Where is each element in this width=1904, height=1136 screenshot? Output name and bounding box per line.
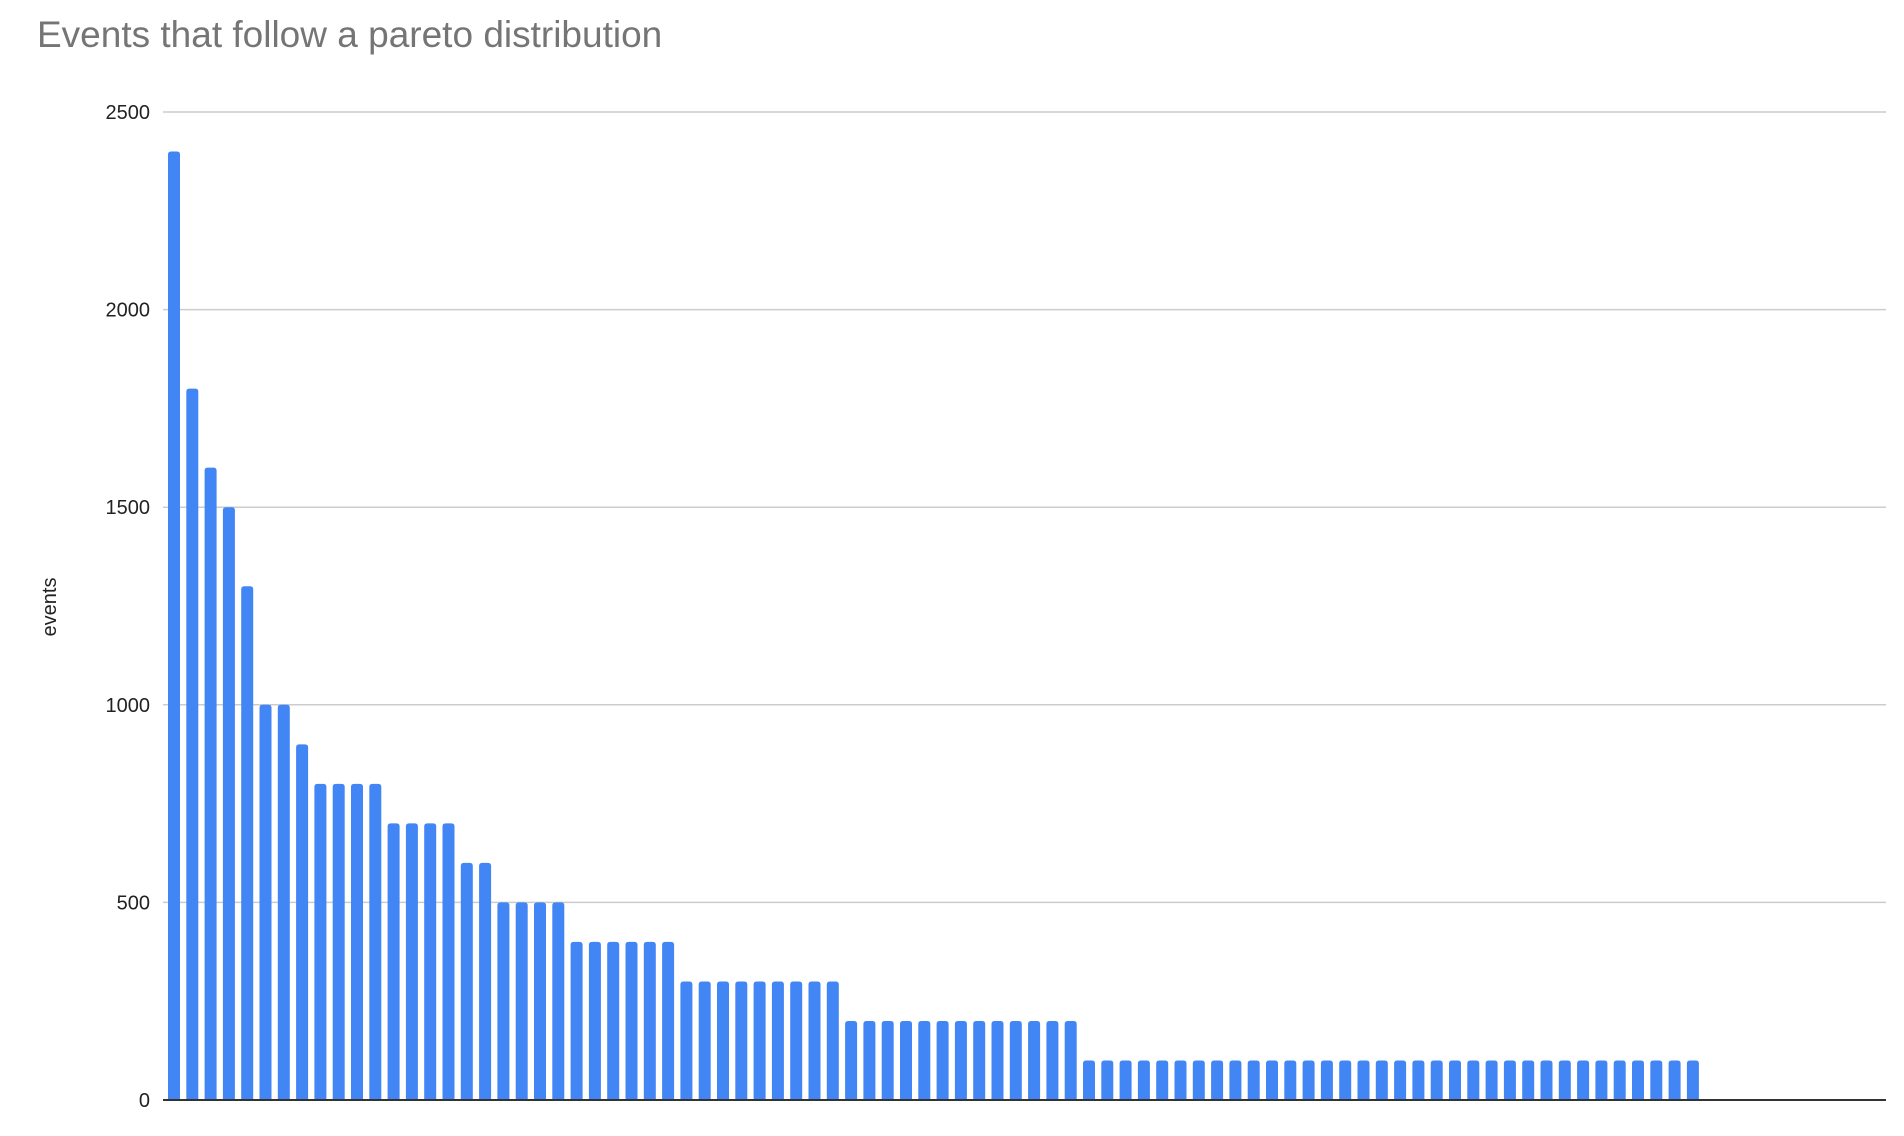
bar — [277, 704, 290, 1100]
bar — [607, 941, 620, 1100]
bars — [168, 151, 1699, 1100]
bar — [1485, 1060, 1498, 1100]
bar — [296, 744, 309, 1100]
bar — [717, 981, 729, 1100]
bar — [204, 467, 217, 1100]
bar — [1320, 1060, 1333, 1100]
bar — [1083, 1060, 1095, 1100]
bar — [1028, 1020, 1041, 1100]
y-axis-label: events — [39, 578, 61, 637]
bar — [1302, 1060, 1315, 1100]
bar — [1375, 1060, 1388, 1100]
bar — [222, 507, 235, 1100]
bar — [1357, 1060, 1370, 1100]
bar — [1430, 1060, 1443, 1100]
bar — [1009, 1020, 1022, 1100]
bar — [479, 862, 492, 1100]
bar — [1668, 1060, 1681, 1100]
bar — [1595, 1060, 1608, 1100]
bar — [552, 902, 565, 1100]
bar — [332, 783, 345, 1100]
bar — [1467, 1060, 1480, 1100]
bar — [1449, 1060, 1461, 1100]
bar — [1339, 1060, 1352, 1100]
bar — [625, 941, 638, 1100]
bar — [753, 981, 766, 1100]
bar — [881, 1020, 894, 1100]
bar — [643, 941, 656, 1100]
bar — [588, 941, 601, 1100]
bar — [936, 1020, 949, 1100]
bar — [1503, 1060, 1516, 1100]
bar — [351, 783, 363, 1100]
bar — [1229, 1060, 1242, 1100]
bar — [1650, 1060, 1663, 1100]
bar — [442, 823, 455, 1100]
bar — [1064, 1020, 1077, 1100]
bar — [1522, 1060, 1535, 1100]
bar — [1540, 1060, 1553, 1100]
bar — [259, 704, 272, 1100]
gridlines — [163, 111, 1886, 904]
y-tick-label: 2500 — [106, 102, 151, 124]
bar — [1412, 1060, 1425, 1100]
bar — [918, 1020, 931, 1100]
bar — [314, 783, 327, 1100]
bar — [1577, 1060, 1590, 1100]
bar — [424, 823, 437, 1100]
y-tick-label: 0 — [139, 1090, 150, 1112]
bar — [954, 1020, 967, 1100]
bar — [1101, 1060, 1114, 1100]
y-tick-labels: 0 500 1000 1500 2000 2500 — [106, 102, 151, 1112]
bar — [1686, 1060, 1699, 1100]
bar — [570, 941, 583, 1100]
bar — [662, 941, 675, 1100]
bar — [991, 1020, 1004, 1100]
bar — [369, 783, 382, 1100]
bar — [845, 1020, 858, 1100]
bar — [405, 823, 418, 1100]
bar — [1613, 1060, 1626, 1100]
bar — [900, 1020, 912, 1100]
bar — [515, 902, 528, 1100]
bar — [1632, 1060, 1644, 1100]
bar — [1284, 1060, 1297, 1100]
bar — [387, 823, 400, 1100]
bar — [1558, 1060, 1571, 1100]
bar — [790, 981, 803, 1100]
bar — [808, 981, 821, 1100]
y-tick-label: 1500 — [106, 497, 151, 519]
bar — [1174, 1060, 1187, 1100]
bar — [863, 1020, 876, 1100]
bar — [1394, 1060, 1407, 1100]
y-tick-label: 500 — [117, 892, 150, 914]
bar — [826, 981, 839, 1100]
bar — [698, 981, 711, 1100]
bar — [186, 388, 199, 1100]
y-tick-label: 1000 — [106, 695, 151, 717]
bar — [973, 1020, 986, 1100]
bar — [1192, 1060, 1205, 1100]
bar — [771, 981, 784, 1100]
bar — [534, 902, 546, 1100]
bar — [497, 902, 510, 1100]
bar — [680, 981, 693, 1100]
bar — [1046, 1020, 1059, 1100]
y-tick-label: 2000 — [106, 300, 151, 322]
bar — [735, 981, 748, 1100]
bar — [241, 586, 254, 1100]
chart-title: Events that follow a pareto distribution — [37, 14, 663, 55]
bar — [1247, 1060, 1260, 1100]
bar — [1137, 1060, 1150, 1100]
bar — [1211, 1060, 1224, 1100]
bar — [1156, 1060, 1169, 1100]
bar — [168, 151, 180, 1100]
bar — [1266, 1060, 1278, 1100]
bar — [460, 862, 473, 1100]
bar — [1119, 1060, 1132, 1100]
